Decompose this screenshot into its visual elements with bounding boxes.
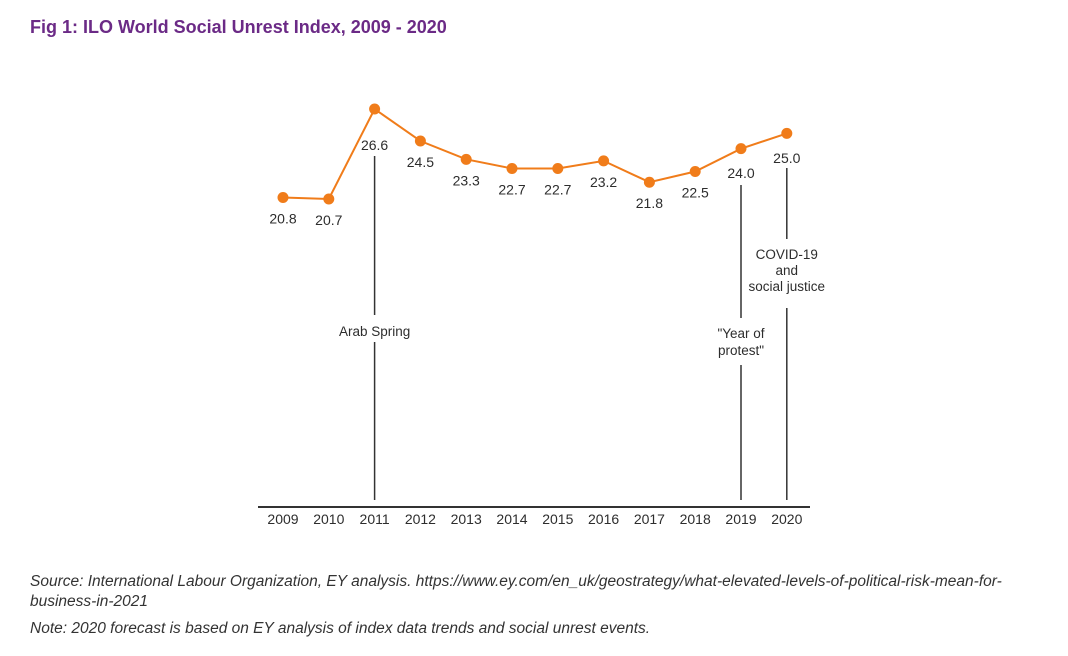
data-label: 22.5 xyxy=(682,185,709,201)
data-labels: 20.8 20.7 26.6 24.5 23.3 22.7 22.7 23.2 21.8 22.5… xyxy=(269,137,800,228)
data-point xyxy=(689,166,701,178)
data-label: 26.6 xyxy=(361,137,388,153)
data-point xyxy=(552,162,564,174)
data-label: 20.8 xyxy=(269,210,296,226)
note-text: Note: 2020 forecast is based on EY analy… xyxy=(30,620,651,637)
data-point xyxy=(277,191,289,203)
x-tick-labels: 2009 2010 2011 2012 2013 2014 2015 2016 2017 2018… xyxy=(267,511,802,527)
x-tick-label: 2014 xyxy=(496,511,527,527)
data-label: 24.0 xyxy=(727,165,754,181)
data-point xyxy=(781,127,793,139)
line-chart: Arab Spring "Year of protest" COVID-19andso… xyxy=(258,103,825,527)
data-points xyxy=(277,103,793,205)
x-tick-label: 2019 xyxy=(725,511,756,527)
annotation-label: Arab Spring xyxy=(339,324,410,339)
data-label: 22.7 xyxy=(544,181,571,197)
x-tick-label: 2011 xyxy=(360,511,390,527)
x-tick-label: 2018 xyxy=(680,511,711,527)
data-label: 23.3 xyxy=(453,172,480,188)
series-line xyxy=(282,107,788,201)
chart-title: Fig 1: ILO World Social Unrest Index, 20… xyxy=(30,17,447,37)
x-tick-label: 2020 xyxy=(771,511,802,527)
data-label: 25.0 xyxy=(773,150,800,166)
data-label: 24.5 xyxy=(407,154,434,170)
annotation-label: social justice xyxy=(749,279,826,294)
x-tick-label: 2015 xyxy=(542,511,573,527)
annotation-label: and xyxy=(776,263,799,278)
source-text: Source: International Labour Organizatio… xyxy=(30,573,1002,610)
annotation-label: "Year of xyxy=(717,326,764,341)
x-tick-label: 2012 xyxy=(405,511,436,527)
data-point xyxy=(735,143,747,155)
x-tick-label: 2009 xyxy=(267,511,298,527)
data-point xyxy=(369,103,381,115)
data-label: 23.2 xyxy=(590,174,617,190)
x-tick-label: 2013 xyxy=(451,511,482,527)
data-point xyxy=(643,176,655,188)
data-point xyxy=(460,153,472,165)
data-point xyxy=(323,193,335,205)
x-tick-label: 2016 xyxy=(588,511,619,527)
annotation-label: COVID-19 xyxy=(756,247,818,262)
data-point xyxy=(506,162,518,174)
annotation-labels: Arab Spring "Year of protest" COVID-19andso… xyxy=(339,247,825,358)
annotation-label: protest" xyxy=(718,343,764,358)
data-label: 21.8 xyxy=(636,195,663,211)
data-label: 20.7 xyxy=(315,212,342,228)
annotation-lines xyxy=(373,156,788,500)
x-tick-label: 2010 xyxy=(313,511,344,527)
data-label: 22.7 xyxy=(498,181,525,197)
x-tick-label: 2017 xyxy=(634,511,665,527)
data-point xyxy=(598,155,610,167)
data-point xyxy=(414,135,426,147)
